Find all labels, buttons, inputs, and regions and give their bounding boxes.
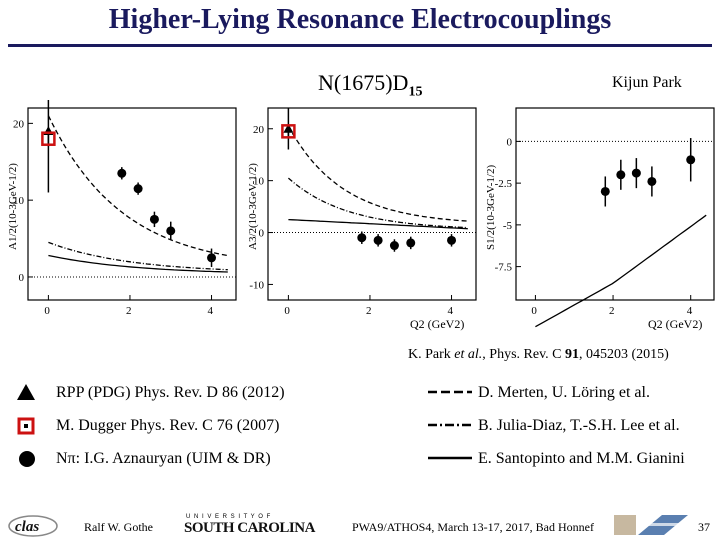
- x-tick-label: 2: [126, 305, 132, 317]
- npi-point: [406, 238, 416, 248]
- y-tick-label: 0: [259, 228, 265, 240]
- y-tick-label: 10: [13, 195, 25, 207]
- x-tick-label: 0: [44, 305, 50, 317]
- dugger-point: [281, 124, 296, 139]
- curve-santopinto: [48, 254, 228, 273]
- y-axis-label: A3/2(10-3GeV-1/2): [247, 163, 259, 250]
- chart-a32: 0 2 4 -10 0 10 20 A3/2(10-3GeV-1/2) Q2 (GeV2): [247, 107, 477, 331]
- clas-logo-text: clas: [15, 519, 39, 535]
- plot-frame: [27, 107, 237, 301]
- y-tick-label: -10: [249, 279, 264, 291]
- curve-merten: [287, 125, 468, 222]
- npi-point: [389, 241, 399, 251]
- open-square-icon: [17, 417, 35, 435]
- plot-area: 0 2 4 0 -2.5 -5 -7.5: [495, 136, 714, 328]
- npi-point: [686, 155, 696, 165]
- conference-info: PWA9/ATHOS4, March 13-17, 2017, Bad Honn…: [352, 520, 594, 534]
- npi-point: [207, 253, 217, 263]
- y-tick-label: -7.5: [495, 262, 513, 274]
- university-logo-top: U N I V E R S I T Y O F: [186, 514, 272, 520]
- y-tick-label: -2.5: [495, 178, 513, 190]
- npi-point: [447, 235, 457, 245]
- legend-npi: Nπ: I.G. Aznauryan (UIM & DR): [56, 450, 271, 467]
- university-logo-name: SOUTH CAROLINA: [184, 520, 315, 536]
- y-tick-label: 0: [19, 272, 25, 284]
- y-tick-label: 20: [13, 118, 25, 130]
- dashed-line-icon: [428, 390, 472, 394]
- x-tick-label: 0: [284, 305, 290, 317]
- ref-volume: 91: [565, 347, 579, 362]
- plot-area: 0 2 4 0 10 20: [13, 100, 236, 317]
- resonance-name: N(1675)D: [318, 70, 409, 95]
- npi-point: [166, 226, 176, 236]
- plot-area: 0 2 4 -10 0 10 20: [249, 108, 476, 317]
- legend-rpp: RPP (PDG) Phys. Rev. D 86 (2012): [56, 384, 285, 401]
- legend-julia-diaz: B. Julia-Diaz, T.-S.H. Lee et al.: [478, 417, 680, 434]
- chart-s12: 0 2 4 0 -2.5 -5 -7.5 S1/2(10-3GeV-1/2) Q2 (GeV…: [485, 107, 715, 331]
- triangle-icon: [17, 384, 35, 400]
- ref-etal: et al.: [454, 347, 483, 362]
- npi-point: [373, 235, 383, 245]
- presenter-name: Ralf W. Gothe: [84, 520, 153, 534]
- ref-pages: , 045203 (2015): [579, 347, 669, 362]
- resonance-label: N(1675)D15: [318, 70, 422, 100]
- ref-authors: K. Park: [408, 347, 455, 362]
- npi-point: [600, 186, 610, 196]
- x-axis-label: Q2 (GeV2): [410, 317, 464, 331]
- curve-julia-diaz: [48, 241, 228, 271]
- legend-santopinto: E. Santopinto and M.M. Gianini: [478, 450, 685, 467]
- y-axis-label: A1/2(10-3GeV-1/2): [7, 163, 19, 250]
- resonance-subscript: 15: [408, 84, 423, 100]
- filled-circle-icon: [19, 451, 35, 467]
- x-axis-label: Q2 (GeV2): [648, 317, 702, 331]
- curve-santopinto: [535, 214, 707, 328]
- x-tick-label: 2: [609, 305, 615, 317]
- dugger-point: [41, 131, 56, 146]
- legend-merten: D. Merten, U. Löring et al.: [478, 384, 650, 401]
- x-tick-label: 0: [531, 305, 537, 317]
- clas-logo: clas: [8, 515, 58, 537]
- curve-julia-diaz: [287, 177, 468, 229]
- x-tick-label: 4: [687, 305, 693, 317]
- x-tick-label: 2: [366, 305, 372, 317]
- npi-point: [117, 168, 127, 178]
- dash-dot-line-icon: [428, 423, 472, 427]
- author-name: Kijun Park: [612, 74, 682, 91]
- ref-journal: , Phys. Rev. C: [482, 347, 565, 362]
- university-logo: U N I V E R S I T Y O F SOUTH CAROLINA: [184, 514, 324, 538]
- npi-point: [647, 176, 657, 186]
- legend-dugger: M. Dugger Phys. Rev. C 76 (2007): [56, 417, 280, 434]
- page-number: 37: [698, 520, 710, 534]
- npi-point: [133, 184, 143, 194]
- y-tick-label: -5: [503, 220, 513, 232]
- y-tick-label: 20: [253, 124, 265, 136]
- npi-point: [631, 168, 641, 178]
- chart-a12: 0 2 4 0 10 20 A1/2(10-3GeV-1/2): [7, 100, 237, 317]
- y-tick-label: 10: [253, 176, 265, 188]
- npi-point: [357, 233, 367, 243]
- curve-santopinto: [288, 218, 468, 230]
- plot-frame: [515, 107, 715, 301]
- curve-merten: [47, 115, 228, 257]
- y-tick-label: 0: [507, 136, 513, 148]
- y-axis-label: S1/2(10-3GeV-1/2): [485, 165, 497, 250]
- conference-logo: [614, 515, 688, 535]
- npi-point: [616, 170, 626, 180]
- reference-citation: K. Park et al., Phys. Rev. C 91, 045203 …: [408, 347, 669, 363]
- npi-point: [149, 214, 159, 224]
- solid-line-icon: [428, 456, 472, 460]
- title-divider: [8, 44, 712, 47]
- slide-title: Higher-Lying Resonance Electrocouplings: [108, 4, 612, 35]
- x-tick-label: 4: [208, 305, 214, 317]
- x-tick-label: 4: [448, 305, 454, 317]
